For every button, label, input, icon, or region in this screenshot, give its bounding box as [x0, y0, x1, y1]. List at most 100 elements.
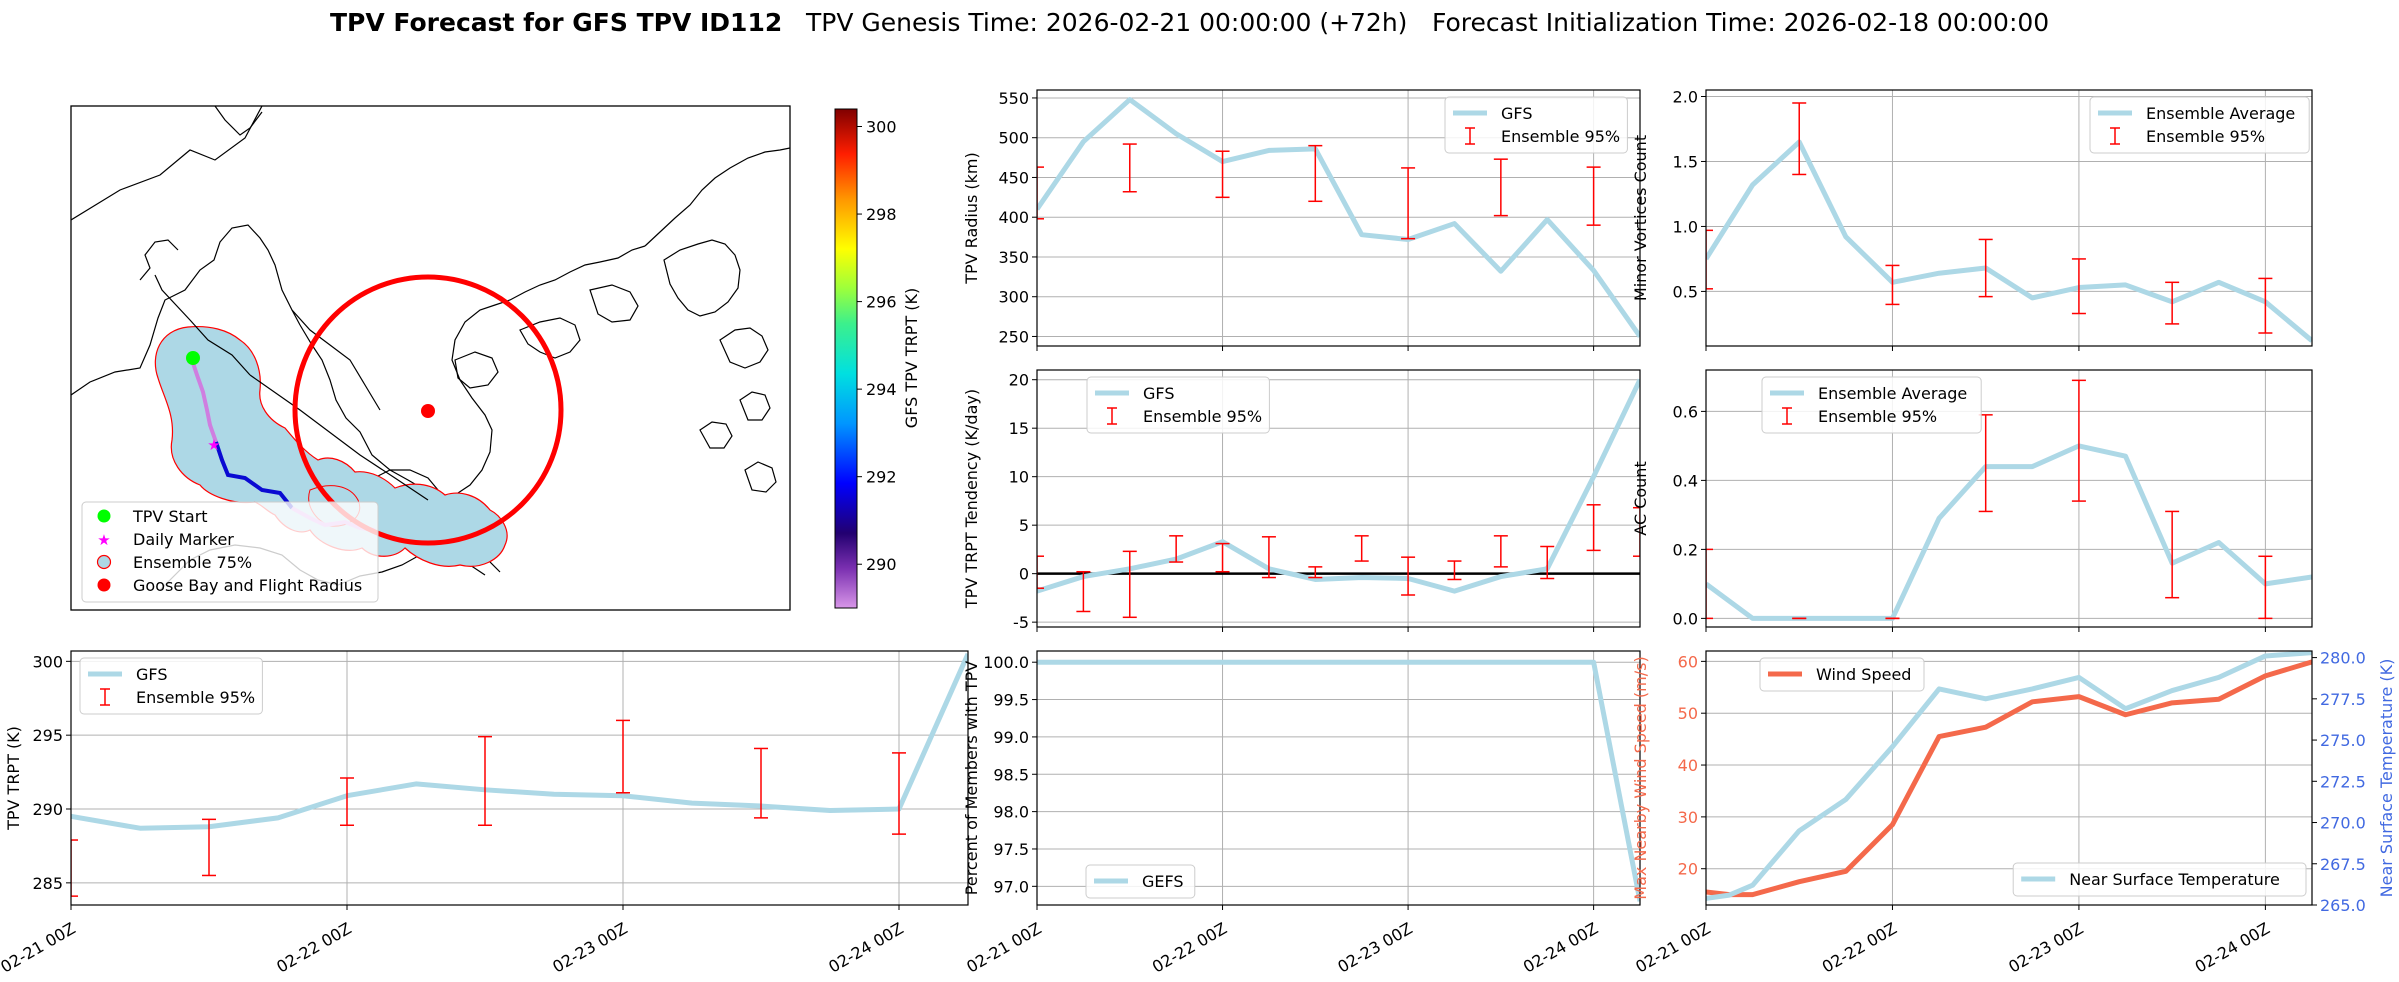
y-tick-label: 99.0 [993, 728, 1029, 747]
chart-legend: Wind Speed [1759, 657, 1925, 692]
y-tick-label: 2.0 [1673, 87, 1698, 106]
figure-title: TPV Forecast for GFS TPV ID112 TPV Genes… [330, 8, 2049, 37]
colorbar-tick-label: 292 [866, 468, 897, 487]
axes-frame [1705, 650, 2313, 906]
y-tick-label-right: 267.5 [2320, 855, 2366, 874]
plot-body [1706, 651, 2312, 901]
series-line-gefs [1037, 659, 1640, 902]
series-line-gfs [71, 652, 968, 831]
x-tick-label: 02-21 00Z [1632, 919, 1713, 977]
legend-box [1761, 376, 1982, 434]
y-tick-label-right: 277.5 [2320, 690, 2366, 709]
plot-body [1037, 659, 1640, 902]
axes-frame [1036, 650, 1641, 906]
x-tick-label: 02-22 00Z [1819, 919, 1900, 977]
x-tick-label: 02-24 00Z [2192, 919, 2273, 977]
axes-frame [1705, 89, 2313, 347]
chart-legend: GEFS [1085, 864, 1196, 899]
y-axis-label: Minor Vortices Count [1631, 135, 1650, 301]
legend-box [1086, 376, 1270, 434]
x-tick-label: 02-23 00Z [2005, 919, 2086, 977]
x-tick-label: 02-21 00Z [963, 919, 1044, 977]
colorbar-tick-label: 290 [866, 555, 897, 574]
daily-marker-star: ★ [207, 436, 220, 454]
y-axis-label: TPV TRPT Tendency (K/day) [962, 389, 981, 609]
y-tick-label: 40 [1678, 756, 1698, 775]
legend-box [79, 657, 263, 715]
plot-body [71, 652, 968, 897]
legend-label: Ensemble Average [1818, 384, 1967, 403]
plot-body [1037, 378, 1640, 619]
y-tick-label: 10 [1009, 468, 1029, 487]
y-tick-label: 285 [32, 874, 63, 893]
series-line-ensemble-average [1706, 139, 2312, 343]
legend-daily-marker: Daily Marker [133, 530, 234, 549]
y-tick-label: 5 [1019, 516, 1029, 535]
y-tick-label: 100.0 [983, 653, 1029, 672]
legend-label: Ensemble 95% [136, 688, 255, 707]
colorbar: 290 292 294 296 298 300 GFS TPV TRPT (K) [834, 108, 921, 609]
colorbar-tick-label: 300 [866, 118, 897, 137]
y-tick-label: 98.0 [993, 803, 1029, 822]
legend-label: Ensemble Average [2146, 104, 2295, 123]
series-line-gfs [1037, 97, 1640, 338]
y-tick-label: 290 [32, 800, 63, 819]
title-init: Forecast Initialization Time: 2026-02-18… [1432, 8, 2049, 37]
y-tick-label: 99.5 [993, 691, 1029, 710]
colorbar-label: GFS TPV TRPT (K) [902, 288, 921, 428]
x-tick-label: 02-22 00Z [1149, 919, 1230, 977]
legend-label: Ensemble 95% [1143, 407, 1262, 426]
chart-legend: Ensemble Average Ensemble 95% [1761, 376, 1982, 434]
plot-body [1037, 97, 1640, 338]
series-line-wind-speed [1706, 659, 2312, 898]
chart-radius: 250 300 350 400 450 500 550 TPV Radius (km) GFS E… [962, 89, 1641, 351]
chart-legend: GFS Ensemble 95% [1444, 96, 1628, 154]
chart-legend: GFS Ensemble 95% [1086, 376, 1270, 434]
legend-box [1759, 657, 1925, 692]
y-tick-label: 30 [1678, 808, 1698, 827]
flight-route-line-2 [249, 374, 429, 501]
chart-trpt-tendency: -5 0 5 10 15 20 TPV TRPT Tendency (K/day) GFS En… [962, 369, 1641, 632]
series-line-near-surface-temperature [1706, 651, 2312, 901]
chart-wind-temperature: 02-21 00Z 02-22 00Z 02-23 00Z 02-24 00Z 20 30… [1631, 649, 2396, 977]
y-tick-label-right: 280.0 [2320, 649, 2366, 668]
legend-label: Ensemble 95% [1818, 407, 1937, 426]
tpv-start-marker [186, 351, 200, 365]
y-tick-label: 0.0 [1673, 609, 1698, 628]
y-tick-label: 0 [1019, 565, 1029, 584]
legend-ensemble-icon [96, 554, 112, 570]
legend-goose-bay-icon [97, 578, 111, 592]
title-main: TPV Forecast for GFS TPV ID112 [330, 8, 782, 37]
goose-bay-marker [421, 404, 435, 418]
axes-frame [1036, 89, 1641, 347]
y-tick-label: 60 [1678, 652, 1698, 671]
chart-members-percent: 02-21 00Z 02-22 00Z 02-23 00Z 02-24 00Z 97.0… [962, 650, 1641, 977]
y-tick-label: 0.2 [1673, 540, 1698, 559]
y-tick-label: 98.5 [993, 765, 1029, 784]
chart-legend: Ensemble Average Ensemble 95% [2089, 96, 2310, 154]
axes-frame [70, 650, 969, 906]
y-tick-label-right: 272.5 [2320, 772, 2366, 791]
colorbar-ticks: 290 292 294 296 298 300 [857, 118, 897, 574]
y-tick-label: 300 [32, 652, 63, 671]
legend-label: Near Surface Temperature [2069, 870, 2280, 889]
y-tick-label: 350 [998, 248, 1029, 267]
plot-area [1037, 651, 1640, 905]
y-tick-label: 0.5 [1673, 282, 1698, 301]
y-axis-label: Max Nearby Wind Speed (m/s) [1631, 656, 1650, 899]
x-tick-label: 02-23 00Z [1334, 919, 1415, 977]
y-tick-label-right: 265.0 [2320, 896, 2366, 915]
legend-box [2012, 862, 2307, 897]
legend-label: GEFS [1142, 872, 1184, 891]
series-line-ensemble-average [1706, 443, 2312, 621]
legend-ensemble-75: Ensemble 75% [133, 553, 252, 572]
y-tick-label: 300 [998, 288, 1029, 307]
y-tick-label: 400 [998, 208, 1029, 227]
legend-start-icon [97, 509, 111, 523]
axes-frame [1705, 369, 2313, 628]
x-tick-label: 02-24 00Z [825, 919, 906, 977]
y-axis-label: AC Count [1631, 461, 1650, 535]
y-tick-label: 50 [1678, 704, 1698, 723]
